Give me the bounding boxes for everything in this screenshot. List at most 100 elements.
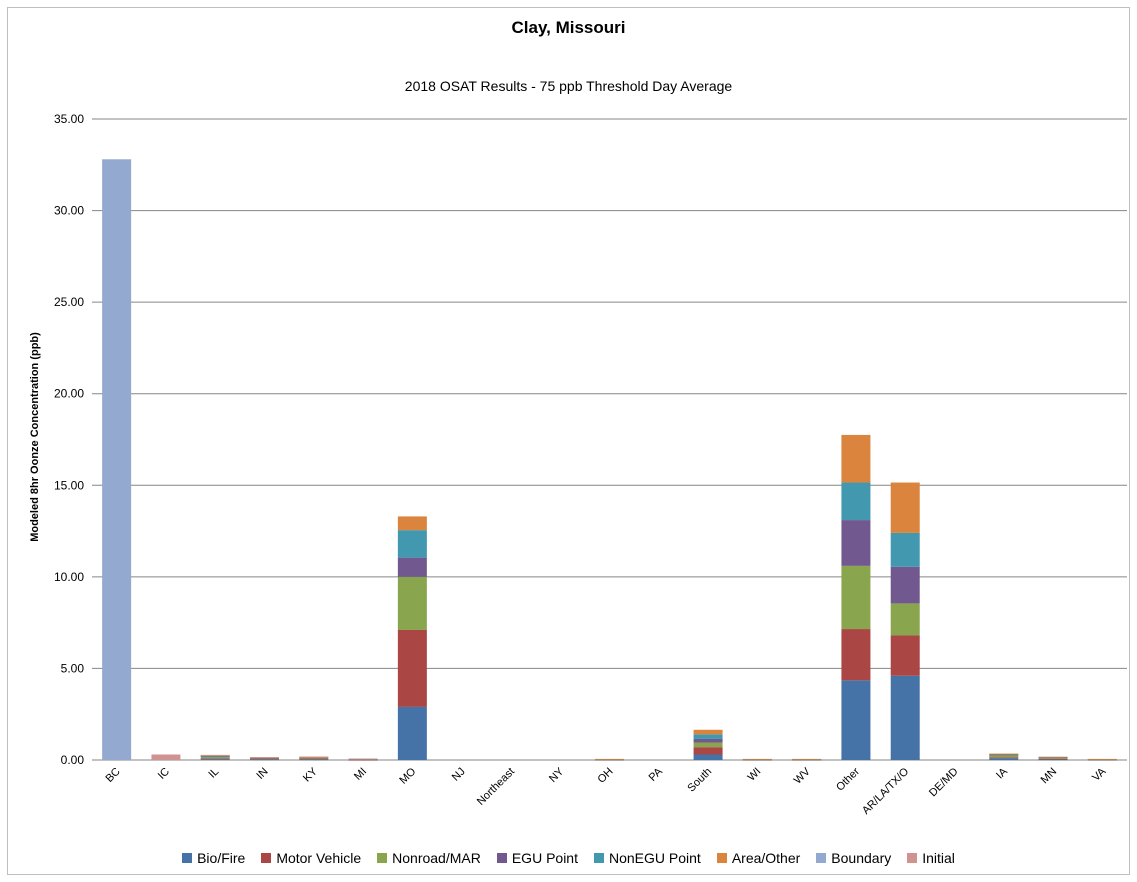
bar-segment [841, 629, 871, 681]
chart-title: Clay, Missouri [511, 18, 626, 37]
bar-segment [693, 738, 723, 743]
x-tick-label: VA [1090, 765, 1109, 784]
bar-segment [742, 758, 772, 760]
legend-label: Boundary [831, 850, 892, 866]
bar-segment [299, 758, 329, 760]
legend-label: NonEGU Point [608, 850, 701, 866]
bar-segment [693, 729, 723, 735]
legend-label: Motor Vehicle [276, 850, 362, 866]
bar-segment [841, 520, 871, 566]
y-tick-label: 0.00 [61, 753, 85, 767]
bar-segment [299, 757, 329, 758]
bar-segment [200, 759, 230, 760]
legend-item: Area/Other [716, 850, 801, 866]
bar-segment [890, 532, 920, 567]
bar-segment [200, 756, 230, 759]
legend-swatch [261, 853, 272, 863]
x-tick-label: MO [397, 765, 418, 786]
y-tick-label: 30.00 [54, 204, 84, 218]
bar-segment [595, 758, 624, 760]
bar-segment [397, 576, 427, 630]
bar-segment [348, 758, 378, 760]
x-tick-label: AR/LA/TX/O [860, 765, 912, 817]
chart-subtitle: 2018 OSAT Results - 75 ppb Threshold Day… [404, 78, 733, 94]
bar-segment [890, 566, 920, 604]
bar-segment [397, 706, 427, 760]
bar-segment [989, 755, 1019, 758]
legend-label: EGU Point [511, 850, 578, 866]
legend-swatch [716, 853, 727, 863]
x-tick-label: IA [994, 765, 1010, 781]
x-tick-label: WV [792, 765, 813, 786]
bar-segment [1038, 757, 1068, 759]
bar-segment [1038, 756, 1068, 758]
legend-item: Initial [907, 850, 955, 866]
bar-segment [151, 754, 181, 760]
bar-segment [693, 734, 723, 739]
bar-segment [1038, 758, 1068, 760]
legend-swatch [496, 853, 507, 863]
bar-segment [693, 747, 723, 755]
legend-label: Area/Other [731, 850, 801, 866]
x-tick-label: PA [647, 765, 666, 784]
legend-item: Boundary [816, 850, 891, 866]
bar-segment [792, 758, 822, 760]
bar-segment [989, 753, 1019, 755]
bar-segment [299, 756, 329, 758]
x-tick-label: IC [156, 766, 172, 782]
bar-segment [841, 482, 871, 521]
bar-segment [989, 754, 1019, 756]
legend-item: Bio/Fire [182, 850, 245, 866]
y-tick-label: 20.00 [54, 387, 84, 401]
bar-segment [890, 482, 920, 533]
x-tick-label: Other [834, 765, 862, 793]
x-tick-label: BC [103, 766, 122, 785]
x-tick-label: NY [547, 765, 567, 785]
legend-label: Bio/Fire [197, 850, 246, 866]
legend: Bio/Fire Motor Vehicle Nonroad/MAR EGU Poin… [0, 850, 1137, 866]
bar-segment [299, 759, 329, 760]
chart-frame [7, 7, 1130, 875]
legend-label: Initial [922, 850, 955, 866]
bar-segment [841, 434, 871, 483]
legend-item: Nonroad/MAR [377, 850, 481, 866]
x-tick-label: South [685, 766, 714, 795]
bar-segment [250, 759, 279, 760]
legend-label: Nonroad/MAR [392, 850, 481, 866]
x-tick-label: IN [254, 766, 270, 782]
bar-segment [397, 629, 427, 707]
legend-swatch [593, 853, 604, 863]
x-tick-label: IL [206, 766, 221, 781]
bar-segment [890, 603, 920, 636]
bar-segment [693, 742, 723, 748]
bar-segment [200, 756, 230, 757]
bar-segment [1038, 759, 1068, 761]
x-tick-label: MN [1039, 766, 1060, 787]
x-tick-label: DE/MD [927, 766, 961, 800]
bar-segment [200, 754, 230, 756]
legend-item: Motor Vehicle [261, 850, 361, 866]
x-tick-label: NJ [450, 766, 468, 784]
y-tick-label: 25.00 [54, 295, 84, 309]
x-tick-label: WI [745, 766, 763, 784]
y-tick-label: 35.00 [54, 112, 84, 126]
y-tick-label: 15.00 [54, 478, 84, 492]
bar-segment [250, 757, 279, 758]
x-tick-label: KY [301, 765, 320, 784]
legend-swatch [816, 853, 827, 863]
bar-segment [890, 635, 920, 676]
bar-segment [890, 675, 920, 760]
bar-segment [989, 757, 1019, 759]
y-tick-label: 5.00 [61, 661, 85, 675]
x-tick-label: OH [595, 766, 615, 786]
bar-segment [1087, 758, 1117, 760]
bar-segment [989, 758, 1019, 760]
bar-segment [200, 758, 230, 760]
bar-segment [397, 516, 427, 531]
bar-segment [200, 755, 230, 757]
bar-segment [397, 530, 427, 558]
x-tick-label: MI [352, 766, 369, 783]
bar-segment [841, 565, 871, 630]
legend-item: NonEGU Point [593, 850, 701, 866]
